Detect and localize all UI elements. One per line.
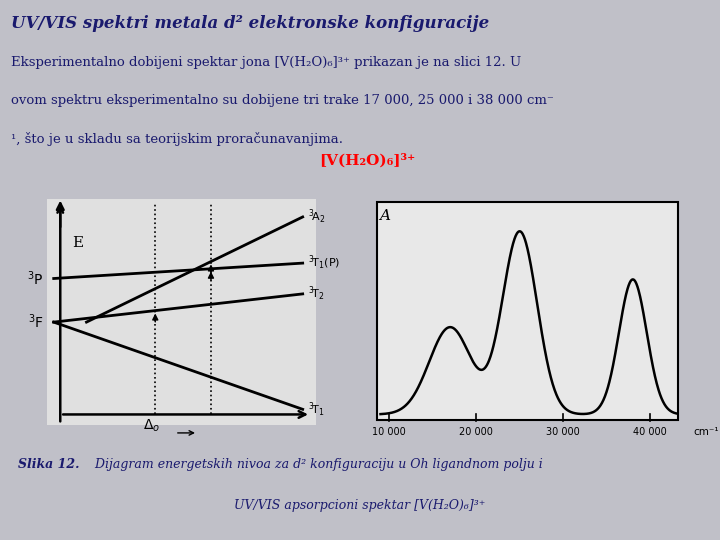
Text: $\mathregular{^3\!T_1(P)}$: $\mathregular{^3\!T_1(P)}$	[307, 254, 340, 272]
Bar	[48, 199, 316, 424]
Text: $\mathregular{^3\!T_1}$: $\mathregular{^3\!T_1}$	[307, 400, 324, 418]
Text: $\Delta_o$: $\Delta_o$	[143, 417, 161, 434]
Text: UV/VIS spektri metala d² elektronske konfiguracije: UV/VIS spektri metala d² elektronske kon…	[11, 15, 489, 32]
Text: UV/VIS apsorpcioni spektar [V(H₂O)₆]³⁺: UV/VIS apsorpcioni spektar [V(H₂O)₆]³⁺	[234, 500, 486, 512]
Text: cm⁻¹: cm⁻¹	[693, 427, 719, 437]
Text: $\mathregular{^3\!T_2}$: $\mathregular{^3\!T_2}$	[307, 285, 324, 303]
Text: Slika 12.: Slika 12.	[18, 457, 79, 470]
Text: A: A	[379, 208, 390, 222]
Text: 30 000: 30 000	[546, 427, 580, 437]
Text: Eksperimentalno dobijeni spektar jona [V(H₂O)₆]³⁺ prikazan je na slici 12. U: Eksperimentalno dobijeni spektar jona [V…	[11, 56, 521, 69]
Text: 10 000: 10 000	[372, 427, 406, 437]
Text: $\mathregular{^3\!A_2}$: $\mathregular{^3\!A_2}$	[307, 208, 325, 226]
Text: $\mathregular{^3P}$: $\mathregular{^3P}$	[27, 269, 44, 288]
Text: E: E	[72, 235, 83, 249]
Text: 20 000: 20 000	[459, 427, 493, 437]
Text: [V(H₂O)₆]³⁺: [V(H₂O)₆]³⁺	[319, 153, 415, 168]
Text: $\mathregular{^3F}$: $\mathregular{^3F}$	[28, 313, 44, 332]
Text: ¹, što je u skladu sa teorijskim proračunavanjima.: ¹, što je u skladu sa teorijskim proraču…	[11, 132, 343, 146]
Text: 40 000: 40 000	[634, 427, 667, 437]
Text: Dijagram energetskih nivoa za d² konfiguraciju u Oh ligandnom polju i: Dijagram energetskih nivoa za d² konfigu…	[91, 457, 543, 470]
Bar	[377, 201, 678, 420]
Text: ovom spektru eksperimentalno su dobijene tri trake 17 000, 25 000 i 38 000 cm⁻: ovom spektru eksperimentalno su dobijene…	[11, 94, 554, 107]
